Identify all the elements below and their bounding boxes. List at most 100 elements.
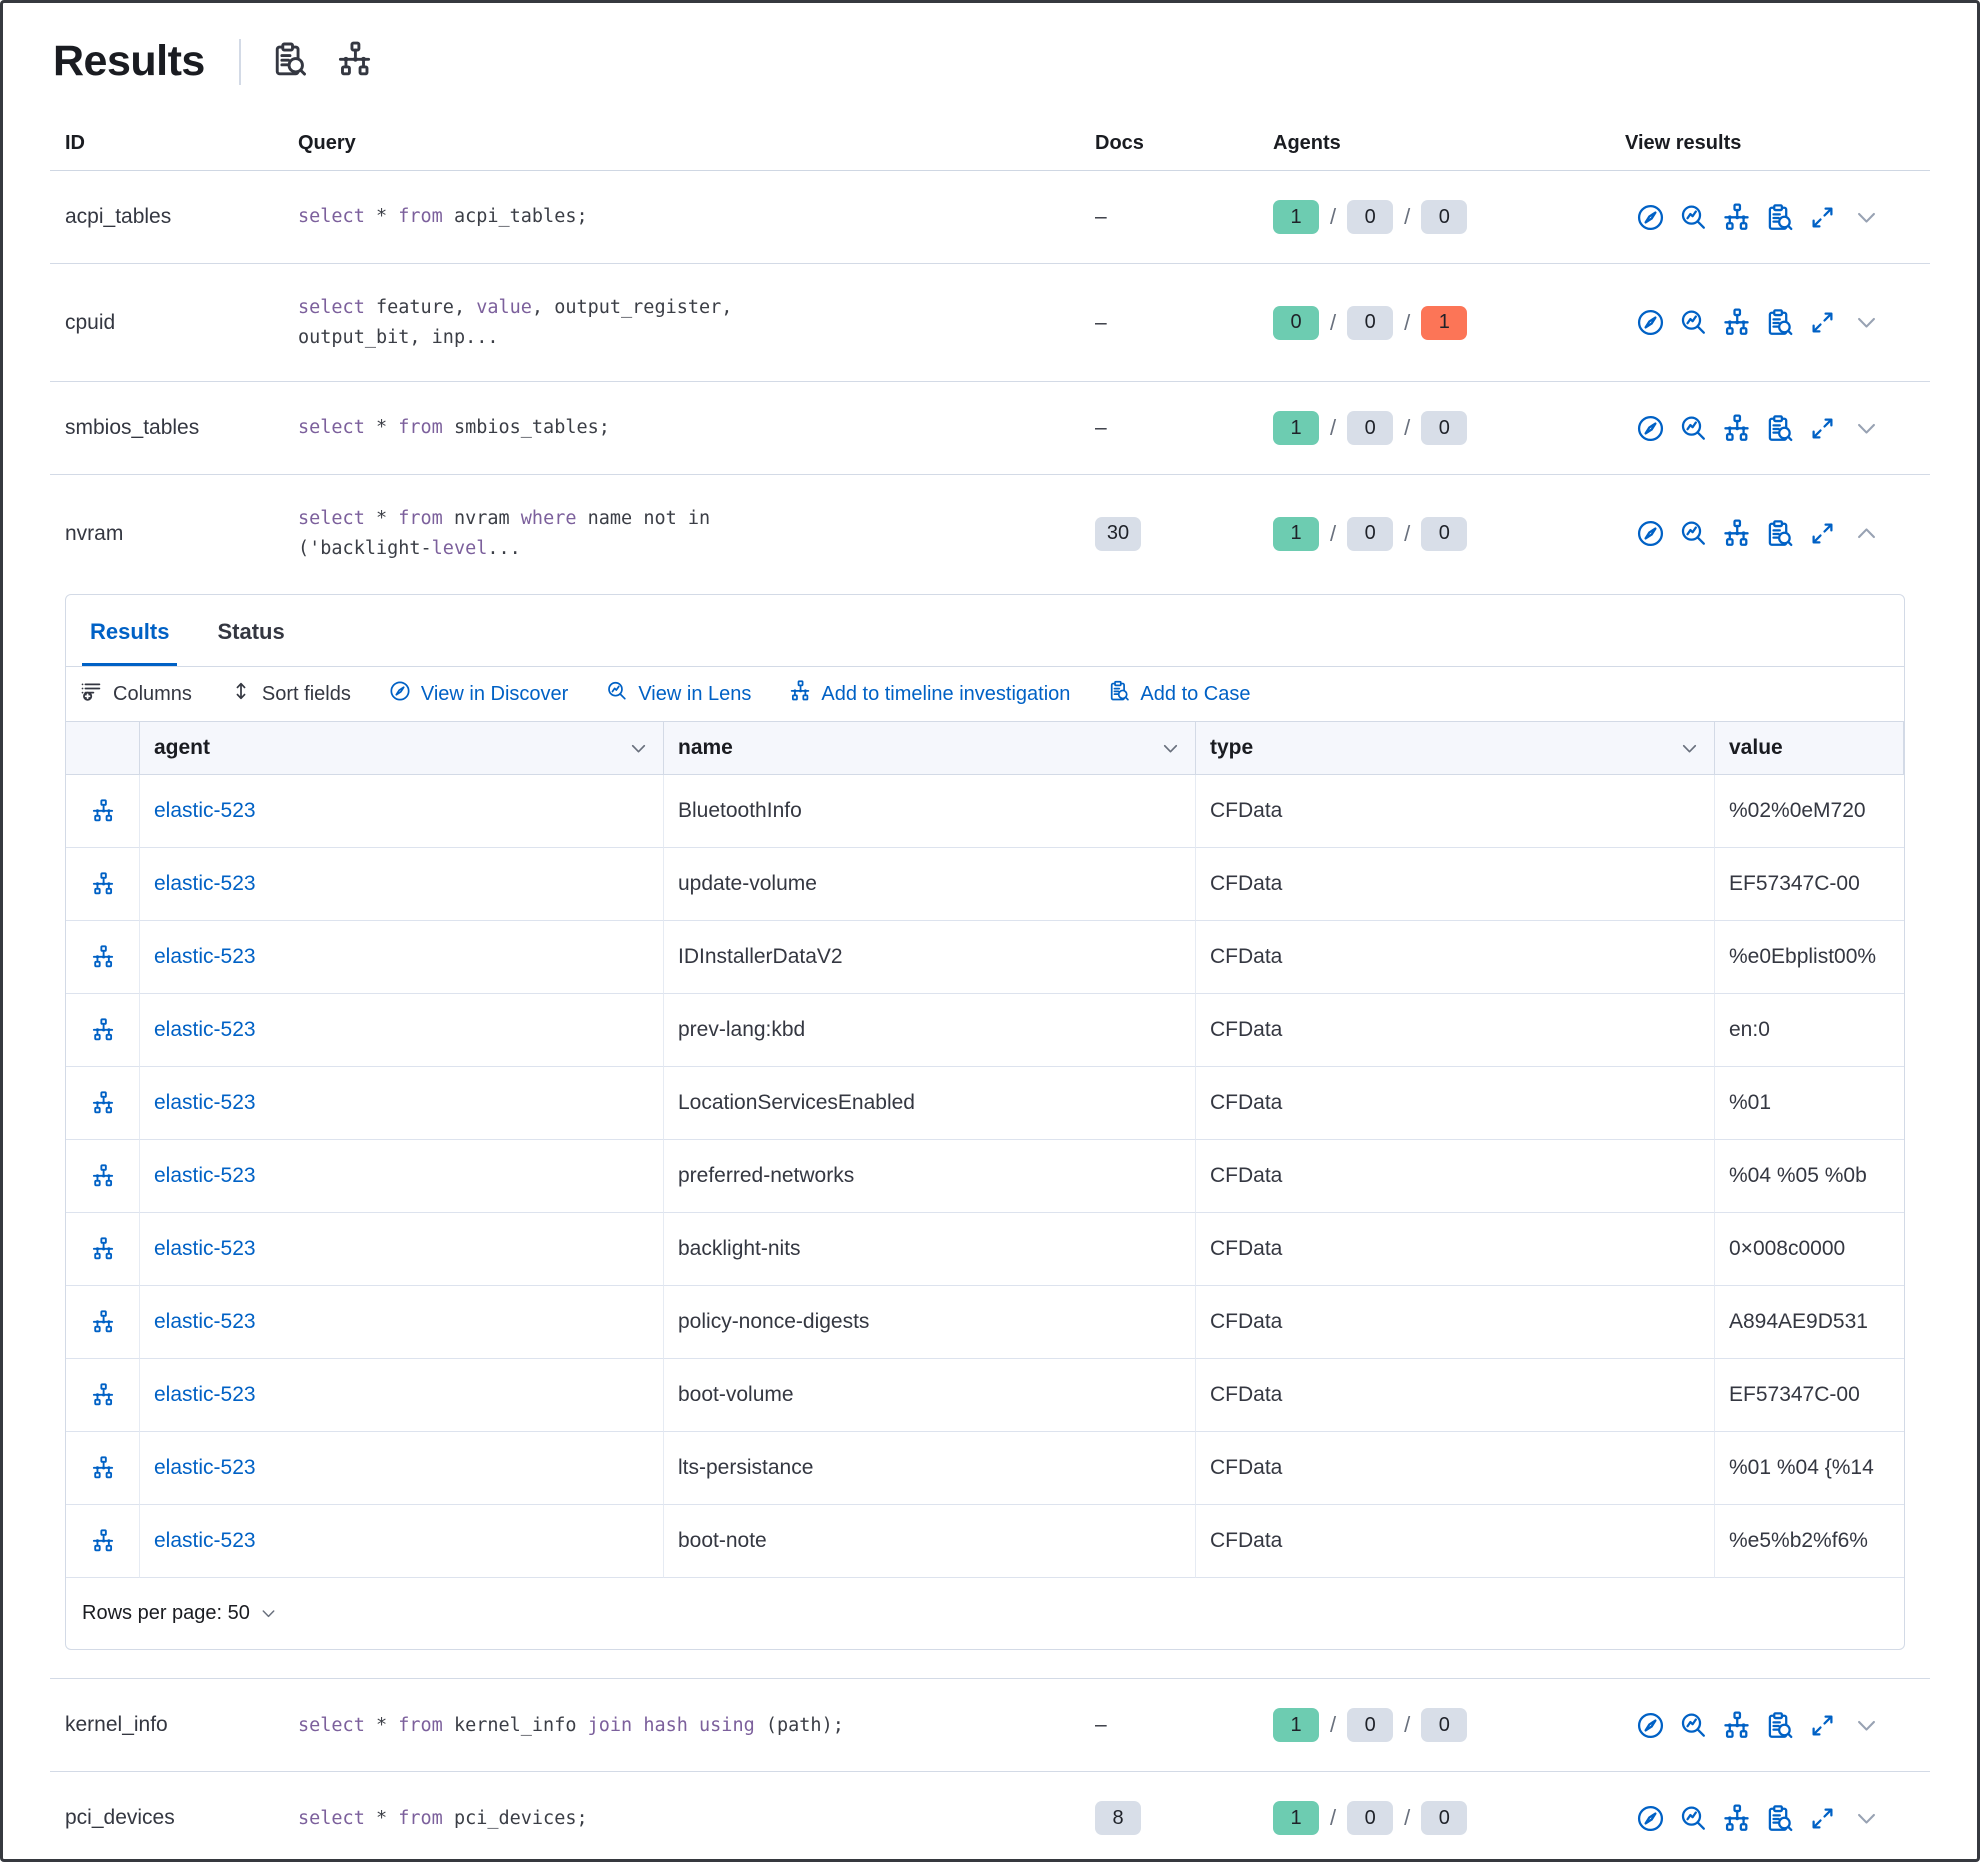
add-to-timeline-row-icon[interactable] (91, 1456, 115, 1480)
add-to-timeline-row-icon[interactable] (91, 1383, 115, 1407)
add-to-case-icon[interactable] (1765, 308, 1794, 337)
expand-results-icon[interactable] (1808, 1804, 1837, 1833)
collapse-row-icon[interactable] (1853, 520, 1880, 547)
agent-link[interactable]: elastic-523 (154, 1018, 256, 1042)
agent-cell: elastic-523 (140, 1286, 664, 1360)
agent-link[interactable]: elastic-523 (154, 1091, 256, 1115)
sort-fields-button[interactable]: Sort fields (230, 680, 351, 708)
view-in-lens-icon[interactable] (1679, 519, 1708, 548)
value-cell: %01 (1715, 1067, 1904, 1141)
agent-link[interactable]: elastic-523 (154, 1383, 256, 1407)
view-in-lens-icon[interactable] (1679, 1711, 1708, 1740)
columns-button[interactable]: Columns (81, 680, 192, 708)
agent-link[interactable]: elastic-523 (154, 1456, 256, 1480)
view-in-discover-icon[interactable] (1636, 414, 1665, 443)
results-toolbar: Columns Sort fields View in Discover View i… (66, 667, 1904, 721)
column-header-view-results: View results (1625, 132, 1742, 154)
agents-success-badge: 1 (1273, 1801, 1319, 1836)
add-to-case-icon[interactable] (1765, 414, 1794, 443)
add-to-timeline-row-icon[interactable] (91, 1164, 115, 1188)
sql-keyword: from (398, 1807, 443, 1829)
expand-row-icon[interactable] (1853, 1805, 1880, 1832)
tab-status[interactable]: Status (209, 595, 292, 666)
add-to-timeline-icon[interactable] (1722, 1804, 1751, 1833)
type-cell: CFData (1196, 1213, 1715, 1287)
row-actions-cell (66, 1067, 140, 1141)
add-to-timeline-icon[interactable] (1722, 519, 1751, 548)
expand-row-icon[interactable] (1853, 204, 1880, 231)
view-in-lens-button[interactable]: View in Lens (606, 680, 751, 708)
type-cell: CFData (1196, 1432, 1715, 1506)
name-cell: IDInstallerDataV2 (664, 921, 1196, 995)
view-in-discover-button[interactable]: View in Discover (389, 680, 568, 708)
grid-column-header-value[interactable]: value (1715, 722, 1904, 776)
add-to-case-icon[interactable] (1765, 1711, 1794, 1740)
docs-cell: 8 (1080, 1772, 1258, 1864)
add-to-timeline-icon[interactable] (1722, 1711, 1751, 1740)
table-row: elastic-523 prev-lang:kbd CFData en:0 (66, 994, 1904, 1068)
sql-keyword: select (298, 1807, 365, 1829)
expand-results-icon[interactable] (1808, 203, 1837, 232)
add-to-case-button[interactable]: Add to Case (1108, 680, 1251, 708)
rows-per-page-button[interactable]: Rows per page: 50 (82, 1602, 278, 1625)
expand-results-icon[interactable] (1808, 519, 1837, 548)
add-to-case-icon[interactable] (1765, 1804, 1794, 1833)
add-to-timeline-icon[interactable] (1722, 414, 1751, 443)
toolbar-label: Sort fields (261, 682, 351, 705)
agent-link[interactable]: elastic-523 (154, 945, 256, 969)
view-in-lens-icon[interactable] (1679, 308, 1708, 337)
agent-cell: elastic-523 (140, 921, 664, 995)
add-to-case-icon[interactable] (1765, 203, 1794, 232)
add-to-case-icon[interactable] (1765, 519, 1794, 548)
agents-failed-badge: 1 (1421, 305, 1468, 340)
view-in-discover-icon[interactable] (1636, 1804, 1665, 1833)
expand-row-icon[interactable] (1853, 415, 1880, 442)
view-in-discover-icon[interactable] (1636, 519, 1665, 548)
agent-link[interactable]: elastic-523 (154, 1164, 256, 1188)
expand-results-icon[interactable] (1808, 308, 1837, 337)
badge-separator: / (1404, 1805, 1411, 1831)
view-results-cell (1610, 385, 1930, 472)
add-to-timeline-row-icon[interactable] (91, 945, 115, 969)
view-in-lens-icon[interactable] (1679, 414, 1708, 443)
view-in-lens-icon[interactable] (1679, 1804, 1708, 1833)
agent-link[interactable]: elastic-523 (154, 1237, 256, 1261)
view-in-lens-icon[interactable] (1679, 203, 1708, 232)
expand-row-icon[interactable] (1853, 309, 1880, 336)
expand-row-icon[interactable] (1853, 1712, 1880, 1739)
name-cell: update-volume (664, 848, 1196, 922)
agent-link[interactable]: elastic-523 (154, 799, 256, 823)
add-to-timeline-row-icon[interactable] (91, 872, 115, 896)
agent-link[interactable]: elastic-523 (154, 872, 256, 896)
tab-results[interactable]: Results (82, 595, 178, 667)
agent-link[interactable]: elastic-523 (154, 1310, 256, 1334)
badge-separator: / (1330, 309, 1337, 335)
query-sql: select * from acpi_tables; (283, 173, 1080, 261)
inspect-icon[interactable] (271, 41, 308, 78)
view-in-discover-icon[interactable] (1636, 203, 1665, 232)
query-row-cpuid: cpuid select feature, value, output_regis… (50, 263, 1930, 381)
add-to-timeline-row-icon[interactable] (91, 799, 115, 823)
topology-icon[interactable] (336, 41, 373, 78)
add-to-timeline-row-icon[interactable] (91, 1237, 115, 1261)
add-to-timeline-row-icon[interactable] (91, 1091, 115, 1115)
agents-success-badge: 1 (1273, 200, 1319, 234)
query-id: smbios_tables (65, 416, 200, 440)
agents-cell: 0 / 0 / 1 (1258, 277, 1610, 369)
add-to-timeline-row-icon[interactable] (91, 1529, 115, 1553)
grid-column-header-agent[interactable]: agent (140, 722, 664, 776)
add-to-timeline-row-icon[interactable] (91, 1310, 115, 1334)
add-to-timeline-investigation-button[interactable]: Add to timeline investigation (789, 680, 1070, 708)
add-to-timeline-row-icon[interactable] (91, 1018, 115, 1042)
expand-results-icon[interactable] (1808, 414, 1837, 443)
agent-link[interactable]: elastic-523 (154, 1529, 256, 1553)
type-cell: CFData (1196, 1140, 1715, 1214)
view-in-discover-icon[interactable] (1636, 308, 1665, 337)
grid-column-header-type[interactable]: type (1196, 722, 1715, 776)
add-to-timeline-icon[interactable] (1722, 308, 1751, 337)
expand-results-icon[interactable] (1808, 1711, 1837, 1740)
grid-column-header-name[interactable]: name (664, 722, 1196, 776)
agents-failed-badge: 0 (1421, 1801, 1468, 1836)
add-to-timeline-icon[interactable] (1722, 202, 1751, 232)
view-in-discover-icon[interactable] (1636, 1711, 1665, 1740)
